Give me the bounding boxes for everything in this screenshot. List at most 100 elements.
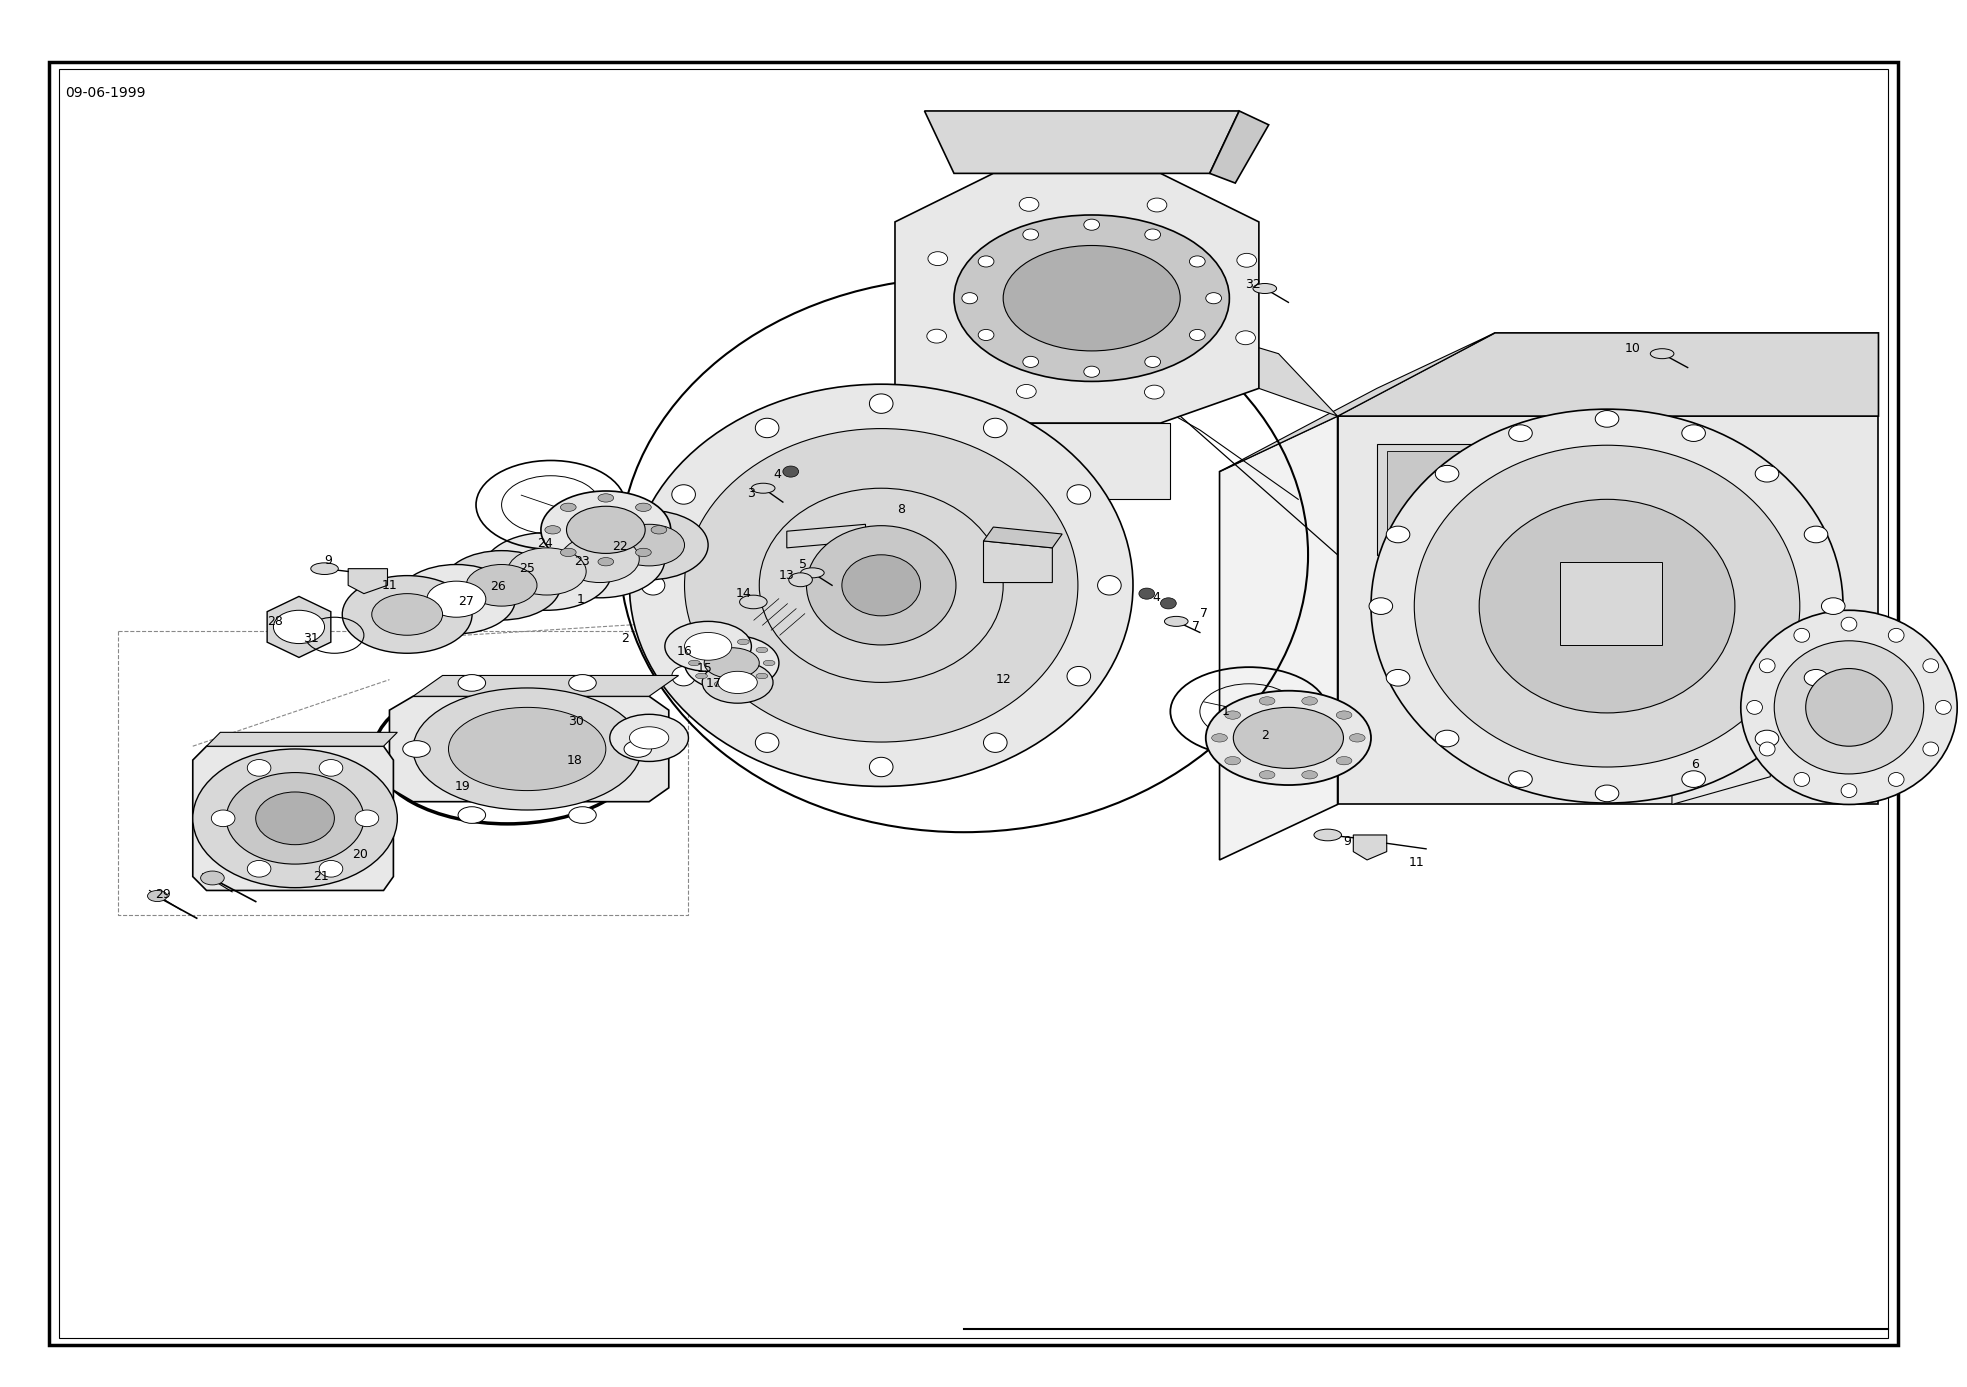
Ellipse shape xyxy=(1302,771,1318,779)
Polygon shape xyxy=(881,527,964,596)
Ellipse shape xyxy=(869,394,893,413)
Polygon shape xyxy=(49,62,1898,1345)
Ellipse shape xyxy=(201,871,224,885)
Ellipse shape xyxy=(535,520,665,598)
Ellipse shape xyxy=(755,648,767,653)
Text: 7: 7 xyxy=(1200,606,1208,620)
Ellipse shape xyxy=(978,255,993,266)
Ellipse shape xyxy=(1023,356,1039,368)
Ellipse shape xyxy=(1650,348,1674,359)
Ellipse shape xyxy=(372,594,443,635)
Ellipse shape xyxy=(1924,742,1939,756)
Text: 25: 25 xyxy=(519,562,535,576)
Ellipse shape xyxy=(1755,730,1778,746)
Ellipse shape xyxy=(413,688,641,810)
Ellipse shape xyxy=(273,610,325,644)
Ellipse shape xyxy=(926,329,946,343)
Polygon shape xyxy=(1672,610,1770,804)
Ellipse shape xyxy=(688,660,700,666)
Ellipse shape xyxy=(1084,219,1100,230)
Ellipse shape xyxy=(1414,445,1800,767)
Ellipse shape xyxy=(397,565,515,634)
Ellipse shape xyxy=(1804,526,1827,542)
Text: 3: 3 xyxy=(747,487,755,501)
Text: 9: 9 xyxy=(325,553,332,567)
Ellipse shape xyxy=(210,810,234,827)
Ellipse shape xyxy=(319,860,342,877)
Polygon shape xyxy=(1377,444,1534,555)
Ellipse shape xyxy=(755,419,779,438)
Ellipse shape xyxy=(806,526,956,645)
Polygon shape xyxy=(1013,423,1170,499)
Ellipse shape xyxy=(685,635,779,691)
Ellipse shape xyxy=(673,485,696,505)
Ellipse shape xyxy=(561,503,576,512)
Polygon shape xyxy=(1186,326,1338,416)
Ellipse shape xyxy=(1190,330,1206,341)
Ellipse shape xyxy=(598,558,614,566)
Ellipse shape xyxy=(665,621,751,671)
Ellipse shape xyxy=(696,673,708,678)
Ellipse shape xyxy=(751,483,775,494)
Ellipse shape xyxy=(1225,756,1241,764)
Ellipse shape xyxy=(928,251,948,265)
Polygon shape xyxy=(389,696,669,802)
Ellipse shape xyxy=(1387,670,1410,687)
Polygon shape xyxy=(797,527,881,596)
Text: 21: 21 xyxy=(313,870,328,884)
Ellipse shape xyxy=(651,526,667,534)
Ellipse shape xyxy=(1314,829,1341,841)
Ellipse shape xyxy=(1758,659,1774,673)
Ellipse shape xyxy=(629,727,669,749)
Ellipse shape xyxy=(482,533,612,610)
Text: 6: 6 xyxy=(1692,757,1699,771)
Ellipse shape xyxy=(685,632,732,660)
Ellipse shape xyxy=(1253,283,1277,294)
Ellipse shape xyxy=(1821,598,1845,614)
Ellipse shape xyxy=(673,667,696,687)
Ellipse shape xyxy=(541,491,671,569)
Ellipse shape xyxy=(1017,384,1037,398)
Ellipse shape xyxy=(1003,245,1180,351)
Ellipse shape xyxy=(458,807,486,824)
Ellipse shape xyxy=(624,741,651,757)
Ellipse shape xyxy=(1436,466,1460,483)
Text: 11: 11 xyxy=(1408,856,1424,870)
Ellipse shape xyxy=(635,503,651,512)
Text: 22: 22 xyxy=(612,540,627,553)
Ellipse shape xyxy=(1741,610,1957,804)
Text: 12: 12 xyxy=(995,673,1011,687)
Text: 2: 2 xyxy=(1261,728,1269,742)
Ellipse shape xyxy=(1755,466,1778,483)
Ellipse shape xyxy=(1682,771,1705,788)
Ellipse shape xyxy=(1225,712,1241,720)
Ellipse shape xyxy=(458,674,486,691)
Ellipse shape xyxy=(1595,411,1619,427)
Ellipse shape xyxy=(1806,669,1892,746)
Ellipse shape xyxy=(1924,659,1939,673)
Ellipse shape xyxy=(1233,707,1343,768)
Ellipse shape xyxy=(342,576,472,653)
Ellipse shape xyxy=(1888,773,1904,786)
Text: 14: 14 xyxy=(736,587,751,601)
Polygon shape xyxy=(787,524,865,548)
Ellipse shape xyxy=(641,576,665,595)
Ellipse shape xyxy=(1098,576,1121,595)
Ellipse shape xyxy=(1066,485,1090,505)
Text: 18: 18 xyxy=(566,753,582,767)
Ellipse shape xyxy=(448,707,606,791)
Ellipse shape xyxy=(740,595,767,609)
Polygon shape xyxy=(984,541,1052,583)
Ellipse shape xyxy=(427,581,486,617)
Ellipse shape xyxy=(954,215,1229,381)
Ellipse shape xyxy=(1259,696,1275,705)
Text: 9: 9 xyxy=(1343,835,1351,849)
Ellipse shape xyxy=(962,293,978,304)
Ellipse shape xyxy=(704,648,759,678)
Text: 20: 20 xyxy=(352,847,368,861)
Ellipse shape xyxy=(1509,424,1532,441)
Polygon shape xyxy=(1353,835,1387,860)
Ellipse shape xyxy=(1235,331,1255,345)
Text: 31: 31 xyxy=(303,631,319,645)
Ellipse shape xyxy=(1139,588,1155,599)
